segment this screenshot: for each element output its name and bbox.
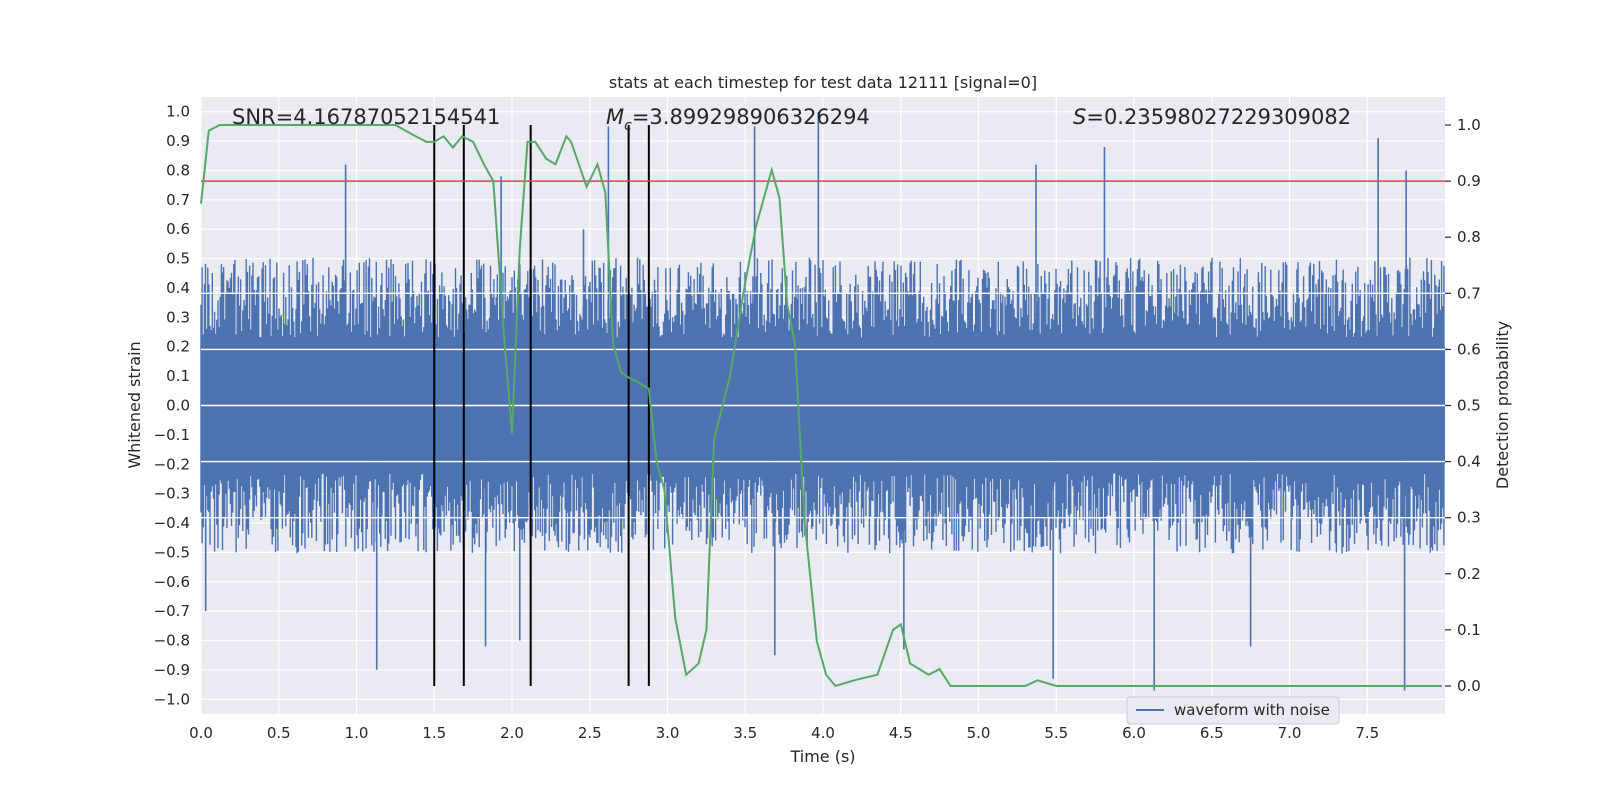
y-left-tick-label: 0.5: [166, 250, 190, 268]
chart-title: stats at each timestep for test data 121…: [609, 73, 1037, 92]
waveform-noise: [200, 257, 1445, 554]
chirp-mass-annotation: Mc=3.899298906326294: [606, 105, 870, 134]
y-right-tick-label: 0.4: [1457, 453, 1481, 471]
x-tick-label: 2.5: [578, 724, 602, 742]
x-tick-label: 6.5: [1200, 724, 1224, 742]
legend-box: [1126, 696, 1340, 725]
y-left-tick-label: 0.1: [166, 367, 190, 385]
snr-annotation: SNR=4.16787052154541: [232, 105, 500, 129]
y-left-tick-label: −0.4: [154, 514, 190, 532]
y-left-tick-label: 0.9: [166, 132, 190, 150]
y-left-tick-label: 0.2: [166, 338, 190, 356]
y-left-tick-label: −0.9: [154, 661, 190, 679]
x-tick-label: 6.0: [1122, 724, 1146, 742]
x-tick-label: 5.0: [967, 724, 991, 742]
x-tick-label: 2.0: [500, 724, 524, 742]
waveform-series: [200, 111, 1445, 691]
x-tick-label: 4.5: [889, 724, 913, 742]
x-tick-label: 1.0: [345, 724, 369, 742]
y-left-tick-label: 0.8: [166, 161, 190, 179]
y-left-tick-label: 0.0: [166, 397, 190, 415]
y-right-tick-label: 0.0: [1457, 677, 1481, 695]
y-right-tick-label: 0.9: [1457, 172, 1481, 190]
y-left-tick-label: −1.0: [154, 690, 190, 708]
y-right-tick-label: 0.2: [1457, 565, 1481, 583]
y-left-tick-label: −0.6: [154, 573, 190, 591]
y-left-tick-label: −0.1: [154, 426, 190, 444]
y-right-axis-ticks: 1.0 0.9 0.8 0.7 0.6 0.5 0.4 0.3 0.2 0.1 0.0: [1445, 116, 1481, 695]
y-left-tick-label: −0.8: [154, 632, 190, 650]
y-left-tick-label: 0.7: [166, 191, 190, 209]
y-left-tick-label: −0.7: [154, 602, 190, 620]
x-tick-label: 1.5: [422, 724, 446, 742]
x-axis-ticks: 0.0 0.5 1.0 1.5 2.0 2.5 3.0 3.5 4.0 4.5 5.0 5.5 6.0 6…: [189, 724, 1379, 742]
y-right-tick-label: 0.3: [1457, 509, 1481, 527]
x-tick-label: 0.0: [189, 724, 213, 742]
y-right-tick-label: 0.7: [1457, 284, 1481, 302]
y-right-tick-label: 0.8: [1457, 228, 1481, 246]
detection-probability-line: [200, 124, 1442, 688]
legend-label-waveform: waveform with noise: [1174, 701, 1330, 719]
y-left-axis-label: Whitened strain: [125, 341, 144, 468]
x-tick-label: 5.5: [1044, 724, 1068, 742]
x-tick-label: 7.5: [1355, 724, 1379, 742]
y-left-tick-label: −0.2: [154, 455, 190, 473]
y-right-tick-label: 0.1: [1457, 621, 1481, 639]
x-tick-label: 3.0: [656, 724, 680, 742]
x-tick-label: 4.0: [811, 724, 835, 742]
x-tick-label: 3.5: [733, 724, 757, 742]
y-left-tick-label: 1.0: [166, 103, 190, 121]
y-left-tick-label: 0.3: [166, 308, 190, 326]
y-left-tick-label: 0.6: [166, 220, 190, 238]
x-tick-label: 0.5: [267, 724, 291, 742]
x-axis-label: Time (s): [789, 747, 855, 766]
y-left-tick-label: −0.5: [154, 543, 190, 561]
y-right-axis-label: Detection probability: [1493, 321, 1512, 489]
y-right-tick-label: 0.5: [1457, 397, 1481, 415]
y-right-tick-label: 1.0: [1457, 116, 1481, 134]
s-annotation: S=0.23598027229309082: [1073, 105, 1351, 129]
y-right-tick-label: 0.6: [1457, 340, 1481, 358]
y-left-tick-label: 0.4: [166, 279, 190, 297]
y-left-axis-ticks: 1.0 0.9 0.8 0.7 0.6 0.5 0.4 0.3 0.2 0.1 0.0 −0.1 −0.…: [154, 103, 190, 709]
event-lines: [433, 125, 650, 686]
legend: waveform with noise: [1126, 696, 1340, 725]
y-left-tick-label: −0.3: [154, 485, 190, 503]
x-tick-label: 7.0: [1278, 724, 1302, 742]
